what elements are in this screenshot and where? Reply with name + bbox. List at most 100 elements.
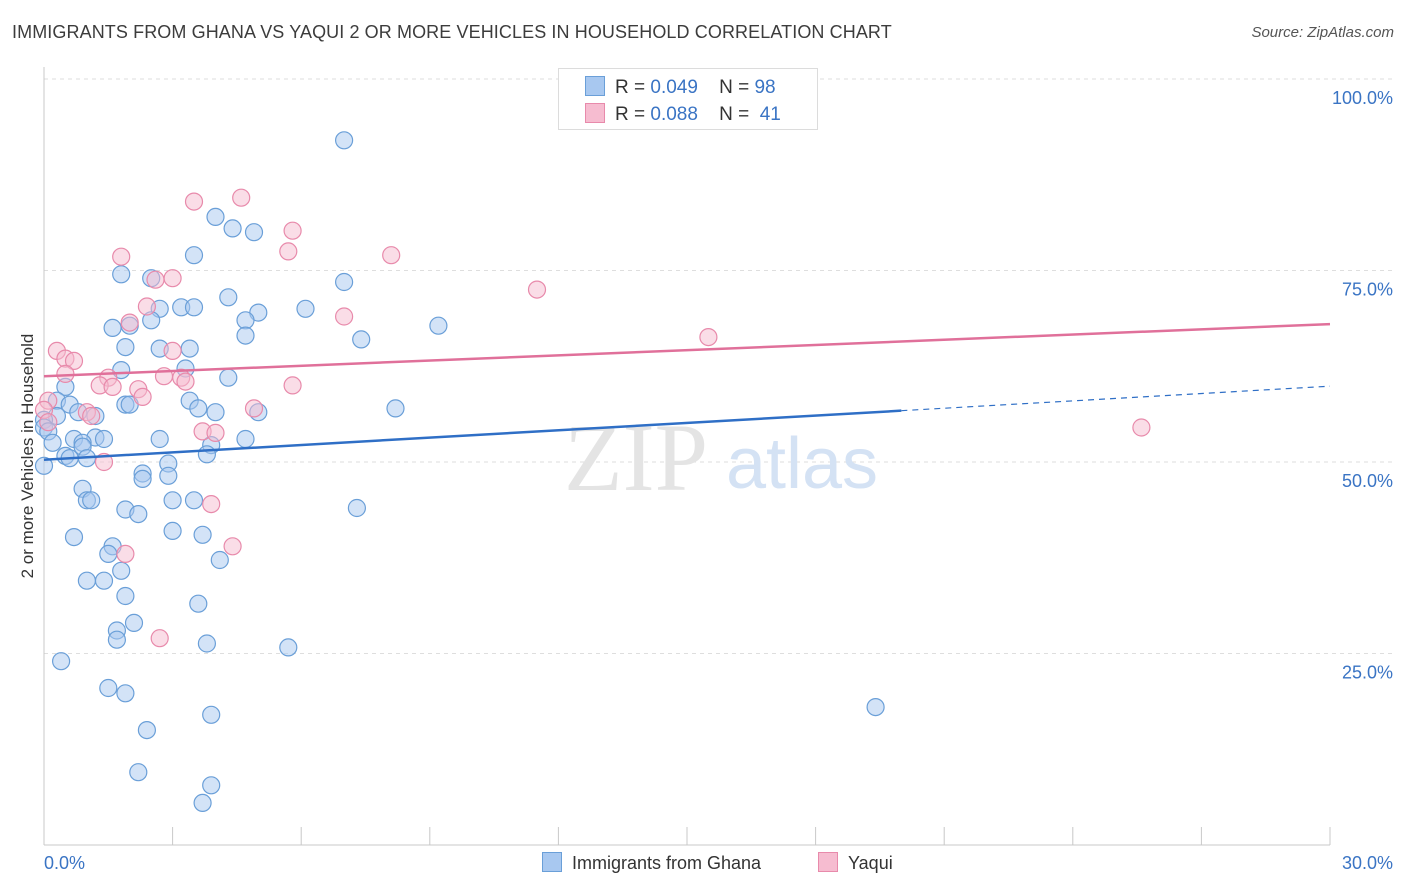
ghana-point-12 [296,299,315,318]
legend-n-label: N = [719,77,750,98]
ghana-point-19 [236,326,255,345]
yaqui-point-39 [150,629,169,648]
yaqui-point-2 [283,221,302,240]
x-tick-labels: 0.0% 30.0% [44,853,1393,873]
ghana-trend-line [43,409,902,461]
ghana-point-91 [129,763,148,782]
yaqui-point-8 [527,280,547,299]
chart-title: IMMIGRANTS FROM GHANA VS YAQUI 2 OR MORE… [12,22,892,42]
bottom-legend-yaqui: Yaqui [818,852,893,874]
ghana-point-44 [150,429,169,449]
ghana-point-33 [189,399,208,418]
ghana-point-93 [193,793,212,813]
yaqui-point-31 [82,406,101,426]
yaqui-point-9 [137,297,156,316]
ghana-point-26 [219,368,238,387]
legend-r-label: R = [615,104,646,125]
ghana-point-85 [51,652,71,671]
ghana-point-84 [279,638,298,657]
yaqui-point-16 [64,351,84,370]
legend-swatch-yaqui [585,103,605,123]
legend-swatch-ghana [585,76,605,96]
bottom-legend-ghana: Immigrants from Ghana [542,852,761,874]
legend-r-value-ghana: 0.049 [650,77,698,98]
ghana-point-79 [189,594,208,613]
yaqui-point-37 [223,537,242,556]
ghana-point-3 [244,223,264,242]
yaqui-point-36 [202,495,221,514]
axes [43,67,1331,846]
ghana-point-87 [116,684,135,703]
trend-lines [43,322,1331,461]
ghana-point-78 [116,586,135,606]
ghana-trend-extension [901,385,1331,412]
yaqui-point-22 [283,376,302,395]
watermark-zip: ZIP [564,404,708,511]
y-tick-label-2: 75.0% [1342,280,1393,300]
ghana-point-80 [124,613,144,633]
ghana-point-23 [180,339,199,358]
ghana-point-15 [236,311,255,330]
yaqui-point-12 [699,328,718,347]
yaqui-point-4 [382,246,401,265]
ghana-point-45 [94,429,114,449]
legend-r-value-yaqui: 0.088 [650,104,698,125]
watermark-atlas: atlas [726,424,878,504]
ghana-point-88 [866,697,885,717]
watermark: ZIP atlas [564,404,878,511]
ghana-point-92 [202,776,221,795]
ghana-point-64 [163,491,182,510]
yaqui-point-30 [244,399,264,418]
ghana-point-5 [112,265,131,284]
yaqui-point-32 [1132,418,1151,437]
legend-n-label: N = [719,104,750,125]
ghana-point-4 [184,246,204,265]
ghana-point-89 [202,705,221,724]
yaqui-point-24 [103,377,122,396]
ghana-point-34 [386,399,405,418]
yaqui-point-34 [206,423,225,442]
ghana-point-63 [82,491,101,510]
x-tick-label-min: 0.0% [44,853,85,873]
ghana-point-65 [184,491,204,510]
yaqui-point-13 [163,341,182,360]
ghana-point-21 [116,338,135,357]
ghana-point-7 [335,272,354,292]
ghana-point-16 [103,318,122,337]
chart-source: Source: ZipAtlas.com [1251,24,1394,41]
ghana-point-83 [197,634,216,653]
y-tick-label-3: 100.0% [1332,88,1393,108]
ghana-point-60 [133,469,152,488]
yaqui-point-40 [39,413,58,432]
yaqui-point-26 [133,387,152,406]
ghana-point-46 [236,429,255,449]
ghana-point-75 [112,561,131,580]
ghana-point-57 [34,456,54,475]
yaqui-point-7 [146,270,165,289]
legend-row-ghana: R = 0.049 N = 98 [585,76,776,99]
bottom-legend-label-yaqui: Yaqui [848,853,893,873]
ghana-point-76 [77,571,97,590]
y-tick-labels: 25.0% 50.0% 75.0% 100.0% [1332,88,1393,683]
yaqui-point-20 [176,372,195,391]
series-yaqui-points [34,188,1151,648]
y-tick-label-0: 25.0% [1342,663,1393,683]
legend-r-label: R = [615,77,646,98]
yaqui-point-1 [184,192,204,211]
legend-row-yaqui: R = 0.088 N = 41 [585,103,781,126]
x-tick-label-max: 30.0% [1342,853,1393,873]
yaqui-point-0 [232,188,251,207]
bottom-legend-label-ghana: Immigrants from Ghana [572,853,762,873]
ghana-point-86 [99,678,118,698]
yaqui-point-11 [120,313,139,332]
stats-legend: R = 0.049 N = 98 R = 0.088 N = 41 [558,68,818,130]
ghana-point-17 [429,316,448,335]
ghana-point-74 [210,550,229,570]
yaqui-point-5 [112,247,131,266]
y-tick-label-1: 50.0% [1342,471,1393,491]
bottom-legend-swatch-yaqui [818,852,838,872]
yaqui-point-38 [116,544,135,564]
ghana-point-20 [352,330,371,349]
yaqui-point-10 [335,307,354,326]
